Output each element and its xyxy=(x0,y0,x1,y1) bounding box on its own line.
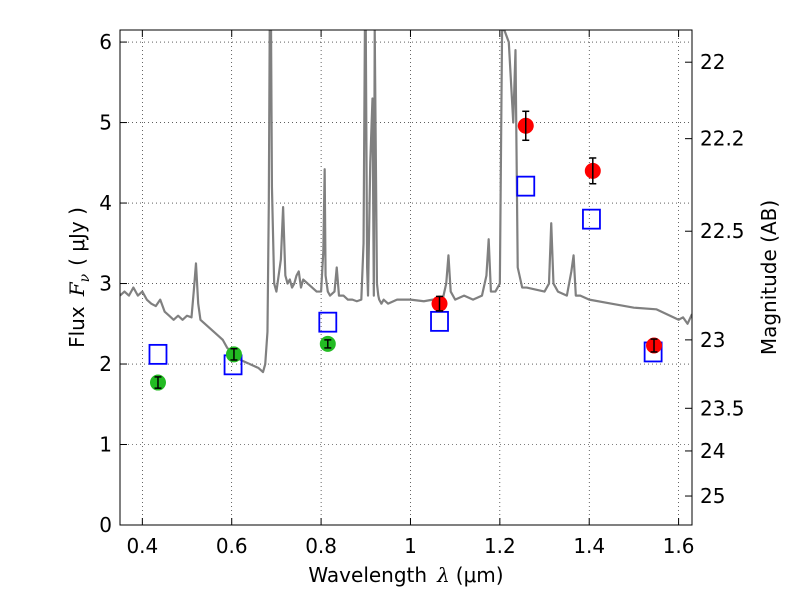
y-tick-label: 3 xyxy=(99,272,112,296)
x-tick-label: 1 xyxy=(404,534,417,558)
observed-photometry-series xyxy=(149,110,663,391)
x-tick-label: 0.8 xyxy=(305,534,337,558)
y2-tick-label: 22.2 xyxy=(700,127,745,151)
spectrum-line xyxy=(120,30,692,374)
model-square xyxy=(516,175,536,197)
y-tick-label: 1 xyxy=(99,433,112,457)
x-tick-label: 1.4 xyxy=(573,534,605,558)
x-tick-label: 1.2 xyxy=(484,534,516,558)
y-tick-label: 5 xyxy=(99,111,112,135)
grid-lines xyxy=(120,30,692,526)
y2-tick-label: 25 xyxy=(700,484,725,508)
plot-frame xyxy=(119,29,693,526)
axis-ticks: 0.4 0.6 0.8 1 1.2 1.4 1.601234562222.222.52323… xyxy=(99,30,745,558)
x-tick-label: 1.6 xyxy=(663,534,695,558)
y-tick-label: 0 xyxy=(99,513,112,537)
model-square xyxy=(148,343,168,365)
model-square xyxy=(430,310,449,332)
y2-tick-label: 23.5 xyxy=(700,396,745,420)
y-tick-label: 6 xyxy=(99,30,112,54)
model-square xyxy=(582,208,601,230)
y2-tick-label: 23 xyxy=(700,328,725,352)
y-tick-label: 2 xyxy=(99,352,112,376)
y-tick-label: 4 xyxy=(99,191,112,215)
x-tick-label: 0.6 xyxy=(216,534,248,558)
y2-axis-label: Magnitude (AB) xyxy=(757,200,781,355)
x-tick-label: 0.4 xyxy=(126,534,158,558)
x-axis-label: Wavelength λ (μm) xyxy=(308,563,503,587)
y2-tick-label: 22 xyxy=(700,50,725,74)
y-axis-label: FluxFν( μJy ) xyxy=(65,207,93,348)
spectrum-series xyxy=(120,30,692,374)
model-square xyxy=(318,311,338,333)
y2-tick-label: 22.5 xyxy=(700,219,745,243)
y2-tick-label: 24 xyxy=(700,439,725,463)
